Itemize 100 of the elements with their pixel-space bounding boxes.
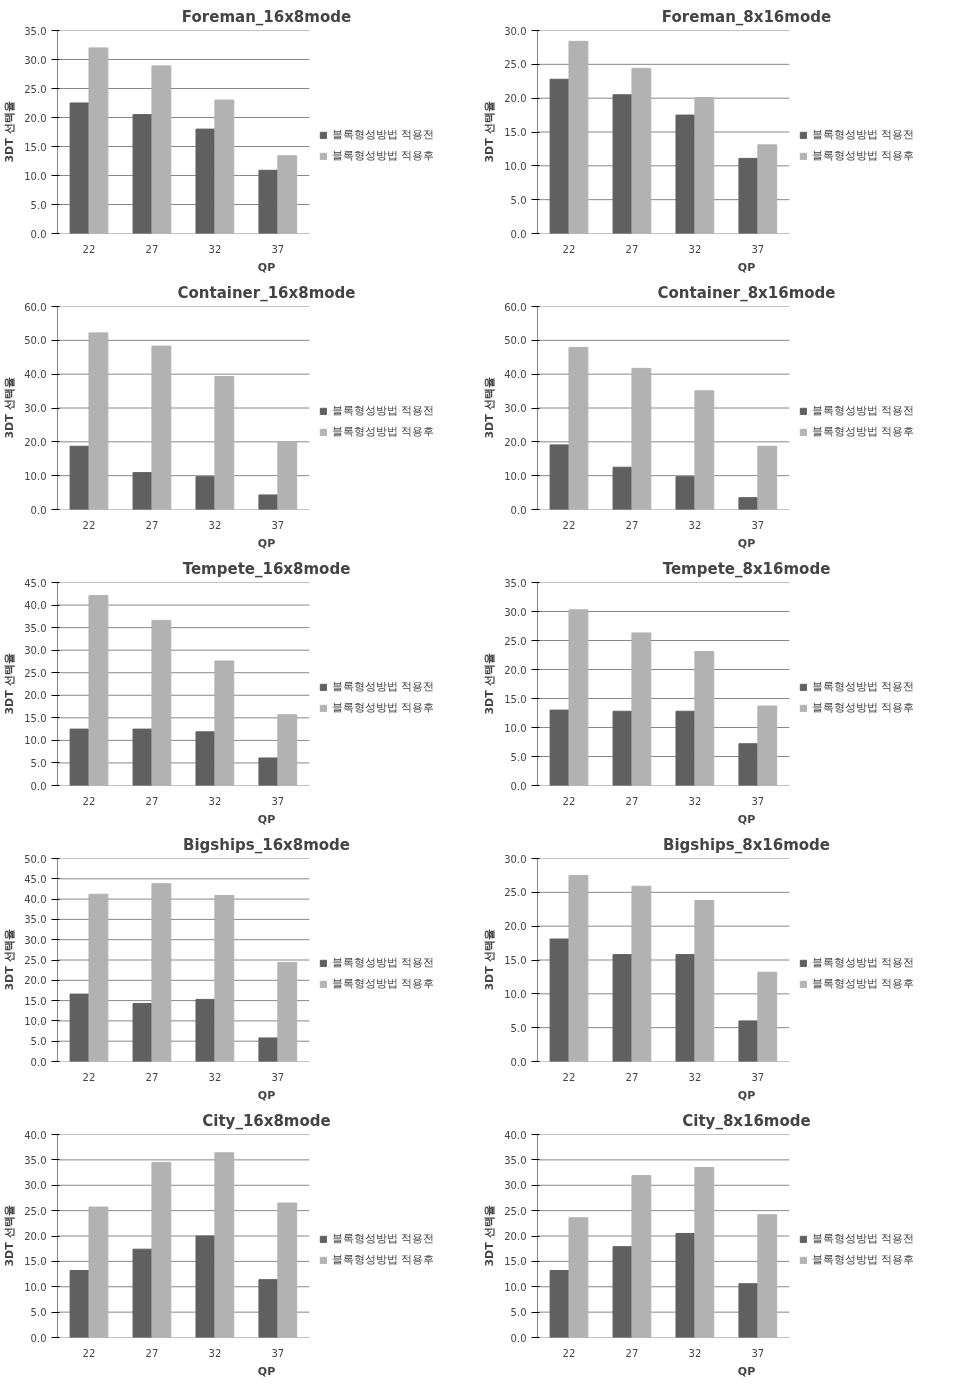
x-tick-label: 37 <box>271 795 285 807</box>
legend-label: 블록형성방법 적용전 <box>812 1231 915 1246</box>
y-tick-label: 0.0 <box>30 504 47 516</box>
bar <box>277 1202 298 1338</box>
bar <box>757 445 778 510</box>
x-axis-title: QP <box>257 812 276 826</box>
x-tick-label: 37 <box>271 243 285 255</box>
x-tick-label: 37 <box>751 519 765 531</box>
y-tick-label: 15.0 <box>24 141 47 153</box>
bar <box>757 971 778 1062</box>
x-tick-label: 32 <box>688 1347 702 1359</box>
y-tick-label: 25.0 <box>504 59 527 71</box>
bar <box>757 144 778 234</box>
y-tick-label: 30.0 <box>504 403 527 414</box>
bar <box>69 102 90 234</box>
y-tick-label: 0.0 <box>30 780 47 792</box>
bar <box>214 376 235 510</box>
bar <box>151 883 172 1062</box>
x-axis-title: QP <box>257 536 276 550</box>
y-tick-label: 25.0 <box>504 1205 527 1217</box>
bar <box>612 94 633 234</box>
bar <box>214 99 235 234</box>
y-tick-label: 0.0 <box>510 228 527 240</box>
bar <box>258 1279 279 1338</box>
x-tick-label: 37 <box>751 1071 765 1083</box>
x-tick-label: 27 <box>625 243 639 255</box>
legend-label: 블록형성방법 적용후 <box>332 148 435 163</box>
y-tick-label: 5.0 <box>30 1036 47 1048</box>
x-tick-label: 37 <box>751 1347 765 1359</box>
y-tick-label: 25.0 <box>504 887 527 899</box>
y-tick-label: 30.0 <box>24 645 47 657</box>
bar <box>88 893 109 1062</box>
y-tick-label: 0.0 <box>30 1332 47 1344</box>
bar <box>694 390 715 510</box>
y-tick-label: 35.0 <box>504 1154 527 1166</box>
bar <box>738 1020 759 1062</box>
y-tick-label: 25.0 <box>504 635 527 647</box>
x-tick-label: 37 <box>271 519 285 531</box>
bar <box>675 1232 696 1338</box>
y-tick-label: 30.0 <box>24 54 47 66</box>
bar <box>277 155 298 234</box>
x-axis-title: QP <box>257 260 276 274</box>
bar <box>195 476 216 510</box>
y-axis-title: 3DT 선택율 <box>483 377 497 439</box>
bar <box>88 595 109 786</box>
y-tick-label: 5.0 <box>510 1307 527 1319</box>
y-tick-label: 40.0 <box>24 369 47 381</box>
bar <box>612 710 633 786</box>
y-tick-label: 0.0 <box>510 1332 527 1344</box>
legend-label: 블록형성방법 적용전 <box>332 403 435 418</box>
x-axis-title: QP <box>737 812 756 826</box>
x-tick-label: 22 <box>562 1071 576 1083</box>
bar <box>549 938 570 1062</box>
legend-label: 블록형성방법 적용후 <box>332 424 435 439</box>
x-tick-label: 22 <box>562 243 576 255</box>
chart-title: Container_8x16mode <box>657 283 836 302</box>
y-tick-label: 20.0 <box>504 664 527 676</box>
x-tick-label: 32 <box>688 1071 702 1083</box>
y-axis-title: 3DT 선택율 <box>483 101 497 163</box>
chart-title: Bigships_8x16mode <box>662 835 831 854</box>
bar <box>757 1214 778 1338</box>
bar <box>738 1283 759 1338</box>
y-tick-label: 20.0 <box>504 1231 527 1242</box>
legend-label: 블록형성방법 적용후 <box>812 148 915 163</box>
y-tick-label: 15.0 <box>24 1256 47 1268</box>
y-tick-label: 50.0 <box>504 335 527 347</box>
y-tick-label: 35.0 <box>24 1154 47 1166</box>
y-axis-title: 3DT 선택율 <box>483 653 497 715</box>
bar <box>738 157 759 234</box>
y-tick-label: 10.0 <box>504 1281 527 1293</box>
bar <box>195 128 216 234</box>
chart-title: City_16x8mode <box>202 1111 331 1130</box>
x-tick-label: 27 <box>145 795 159 807</box>
legend-label: 블록형성방법 적용후 <box>812 976 915 991</box>
y-tick-label: 15.0 <box>504 127 527 138</box>
bar <box>694 96 715 234</box>
x-tick-label: 27 <box>145 1347 159 1359</box>
y-tick-label: 15.0 <box>504 693 527 705</box>
bar <box>69 993 90 1062</box>
y-tick-label: 60.0 <box>504 301 527 313</box>
x-tick-label: 37 <box>271 1347 285 1359</box>
bar <box>132 1002 153 1062</box>
y-tick-label: 20.0 <box>504 436 527 448</box>
chart-title: Bigships_16x8mode <box>182 835 351 854</box>
legend-label: 블록형성방법 적용전 <box>332 127 435 142</box>
y-axis-title: 3DT 선택율 <box>3 1205 17 1267</box>
y-tick-label: 0.0 <box>510 1056 527 1068</box>
y-tick-label: 30.0 <box>24 1180 47 1192</box>
x-axis-title: QP <box>737 1364 756 1378</box>
x-axis-title: QP <box>737 536 756 550</box>
bar <box>195 998 216 1062</box>
y-tick-label: 10.0 <box>24 470 47 482</box>
bar <box>738 743 759 786</box>
y-tick-label: 20.0 <box>504 93 527 105</box>
bar <box>549 1270 570 1338</box>
bar <box>631 632 652 786</box>
bar <box>549 444 570 510</box>
bar <box>214 660 235 786</box>
y-tick-label: 30.0 <box>24 403 47 414</box>
x-tick-label: 27 <box>625 1347 639 1359</box>
